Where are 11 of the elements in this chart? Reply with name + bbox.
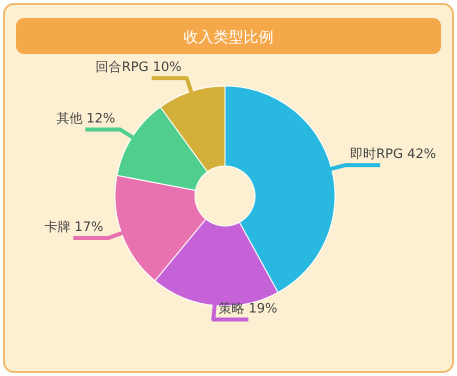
data-label: 19% bbox=[248, 301, 278, 316]
slice-label: 卡牌 bbox=[44, 220, 74, 236]
chart-title: 收入类型比例 bbox=[184, 28, 274, 46]
data-label: 10% bbox=[152, 60, 182, 76]
slice-label: 回合RPG bbox=[96, 60, 153, 76]
slice-label: 策略 bbox=[218, 301, 248, 316]
data-label: 12% bbox=[86, 112, 116, 127]
slice-label: 即时RPG bbox=[350, 147, 408, 162]
slice-label: 其他 bbox=[56, 112, 86, 127]
data-label: 17% bbox=[74, 220, 104, 236]
data-label: 42% bbox=[407, 147, 436, 162]
